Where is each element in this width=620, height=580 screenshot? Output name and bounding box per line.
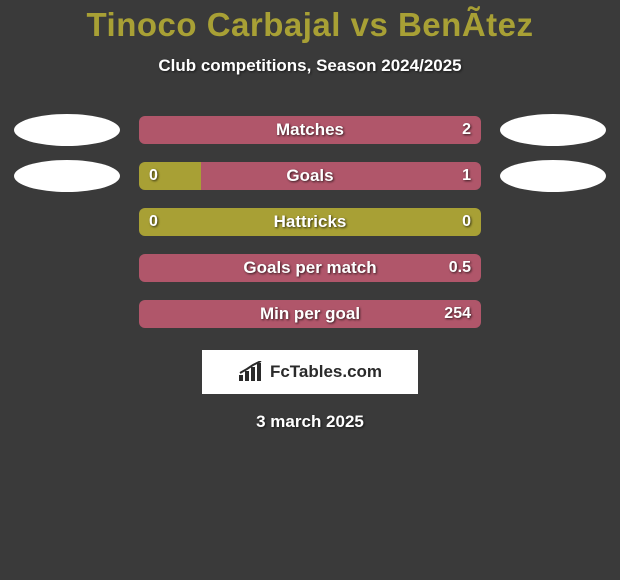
date-label: 3 march 2025 — [0, 412, 620, 432]
stat-bar-right-fill — [139, 116, 481, 144]
stat-rows: Matches2 Goals01 Hattricks00 Goals per matc… — [0, 116, 620, 328]
avatar-slot-left — [7, 254, 127, 282]
avatar-slot-right — [493, 208, 613, 236]
stat-bar-left-fill — [139, 208, 481, 236]
stat-bar: Goals per match0.5 — [139, 254, 481, 282]
stat-bar: Goals01 — [139, 162, 481, 190]
stat-bar-right-fill — [139, 300, 481, 328]
stat-bar: Matches2 — [139, 116, 481, 144]
player-avatar-right — [500, 114, 606, 146]
stat-bar-left-fill — [139, 162, 201, 190]
avatar-slot-right — [493, 254, 613, 282]
avatar-slot-left — [7, 208, 127, 236]
avatar-slot-left — [7, 116, 127, 144]
page-title: Tinoco Carbajal vs BenÃ­tez — [0, 0, 620, 44]
avatar-slot-right — [493, 300, 613, 328]
brand-badge: FcTables.com — [202, 350, 418, 394]
player-avatar-left — [14, 160, 120, 192]
player-avatar-left — [14, 114, 120, 146]
avatar-slot-right — [493, 116, 613, 144]
stat-row: Hattricks00 — [0, 208, 620, 236]
subtitle: Club competitions, Season 2024/2025 — [0, 56, 620, 76]
stat-row: Goals per match0.5 — [0, 254, 620, 282]
avatar-slot-left — [7, 300, 127, 328]
stat-row: Matches2 — [0, 116, 620, 144]
player-avatar-right — [500, 160, 606, 192]
comparison-card: Tinoco Carbajal vs BenÃ­tez Club competi… — [0, 0, 620, 580]
stat-bar-right-fill — [201, 162, 481, 190]
brand-text: FcTables.com — [270, 362, 382, 382]
stat-row: Min per goal254 — [0, 300, 620, 328]
stat-row: Goals01 — [0, 162, 620, 190]
avatar-slot-left — [7, 162, 127, 190]
stat-bar: Min per goal254 — [139, 300, 481, 328]
brand-chart-icon — [238, 361, 264, 383]
avatar-slot-right — [493, 162, 613, 190]
stat-bar: Hattricks00 — [139, 208, 481, 236]
stat-bar-right-fill — [139, 254, 481, 282]
